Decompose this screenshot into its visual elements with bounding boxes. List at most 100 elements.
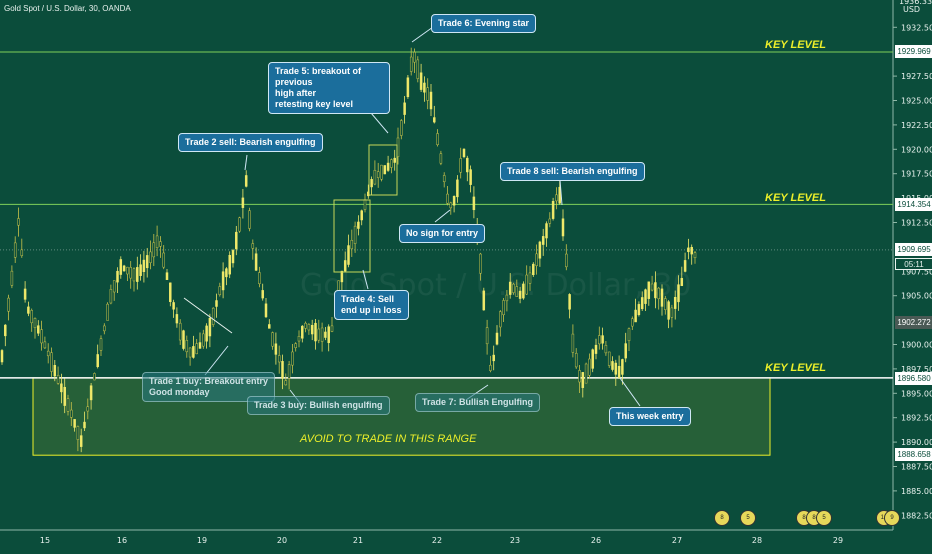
- candle-body: [314, 322, 317, 342]
- candle-body: [13, 242, 17, 258]
- candle-body: [492, 354, 495, 362]
- candle-body: [66, 398, 70, 412]
- candle-body: [274, 343, 278, 355]
- price-tick-label: 1895.00: [901, 389, 932, 398]
- candle-body: [211, 307, 215, 325]
- event-icon[interactable]: 5: [816, 510, 832, 526]
- candle-body: [614, 362, 618, 375]
- candle-body: [287, 364, 291, 379]
- time-tick-label: 19: [197, 536, 207, 545]
- candle-body: [182, 330, 185, 349]
- candle-body: [350, 239, 354, 250]
- candle-body: [426, 87, 429, 101]
- candle-body: [347, 245, 350, 265]
- annotation-trade-4[interactable]: Trade 4: Sell end up in loss: [334, 290, 409, 320]
- time-tick-label: 20: [277, 536, 287, 545]
- candle-body: [126, 266, 129, 275]
- candle-body: [195, 343, 198, 355]
- candle-body: [640, 297, 644, 310]
- time-tick-label: 16: [117, 536, 127, 545]
- candle-body: [63, 386, 66, 406]
- event-icon[interactable]: 9: [884, 510, 900, 526]
- candle-body: [86, 406, 90, 412]
- price-tick-label: 1905.00: [901, 292, 932, 301]
- candle-body: [149, 251, 152, 263]
- candle-body: [538, 241, 542, 259]
- candle-body: [317, 328, 321, 341]
- price-label-highlight: 1902.272: [895, 316, 932, 329]
- annotation-this-week[interactable]: This week entry: [609, 407, 691, 426]
- candle-body: [499, 311, 502, 328]
- candle-body: [327, 326, 330, 344]
- candle-body: [96, 354, 99, 367]
- annotation-pointer: [559, 179, 563, 206]
- candle-body: [60, 383, 63, 393]
- candle-body: [37, 325, 40, 334]
- time-tick-label: 22: [432, 536, 442, 545]
- candle-body: [70, 409, 73, 418]
- candle-body: [324, 331, 327, 338]
- candle-body: [644, 289, 647, 304]
- event-icon[interactable]: 5: [740, 510, 756, 526]
- key-level-label-low: KEY LEVEL: [765, 362, 826, 374]
- candle-body: [357, 221, 360, 229]
- bar-countdown: 05:11: [895, 258, 932, 270]
- price-tick-label: 1917.50: [901, 170, 932, 179]
- candle-body: [221, 271, 225, 291]
- annotation-pointer: [204, 345, 229, 376]
- candle-body: [621, 359, 624, 375]
- candle-body: [604, 345, 608, 354]
- candle-body: [244, 175, 248, 187]
- candle-body: [535, 253, 538, 266]
- candle-body: [169, 282, 172, 302]
- annotation-trade-7[interactable]: Trade 7: Bullish Engulfing: [415, 393, 541, 412]
- candle-body: [258, 272, 261, 284]
- candle-body: [178, 322, 182, 341]
- candle-body: [528, 272, 532, 284]
- candle-body: [238, 217, 241, 232]
- candle-body: [568, 294, 571, 310]
- candle-body: [198, 342, 202, 349]
- annotation-trade-5[interactable]: Trade 5: breakout of previous high after…: [268, 62, 390, 114]
- annotation-trade-8[interactable]: Trade 8 sell: Bearish engulfing: [500, 162, 645, 181]
- candle-body: [53, 365, 57, 377]
- candle-body: [119, 259, 123, 275]
- candle-body: [155, 235, 159, 248]
- candle-body: [469, 169, 472, 185]
- candle-body: [650, 283, 654, 291]
- candle-body: [4, 324, 7, 337]
- candle-body: [502, 300, 505, 316]
- annotation-trade-2[interactable]: Trade 2 sell: Bearish engulfing: [178, 133, 323, 152]
- trade-4-box: [333, 199, 371, 273]
- time-tick-label: 21: [353, 536, 363, 545]
- candle-body: [43, 341, 47, 349]
- candle-body: [192, 346, 195, 358]
- candle-body: [162, 252, 165, 268]
- candle-body: [307, 324, 311, 331]
- price-tick-label: 1922.50: [901, 121, 932, 130]
- candle-body: [687, 247, 690, 253]
- candle-body: [578, 370, 581, 383]
- candle-body: [231, 250, 235, 264]
- annotation-trade-6[interactable]: Trade 6: Evening star: [431, 14, 537, 33]
- time-tick-label: 15: [40, 536, 50, 545]
- price-tick-label: 1925.00: [901, 96, 932, 105]
- candle-body: [588, 358, 591, 376]
- event-icon[interactable]: 8: [714, 510, 730, 526]
- candle-body: [353, 225, 357, 244]
- candle-body: [413, 51, 416, 63]
- candle-body: [598, 335, 601, 345]
- candle-body: [145, 255, 149, 269]
- candle-body: [208, 317, 212, 337]
- candle-body: [30, 310, 33, 324]
- candle-body: [462, 148, 466, 158]
- annotation-no-sign[interactable]: No sign for entry: [399, 224, 486, 243]
- candle-body: [452, 195, 456, 206]
- candle-body: [624, 343, 627, 359]
- candle-body: [667, 301, 670, 320]
- annotation-trade-3[interactable]: Trade 3 buy: Bullish engulfing: [247, 396, 390, 415]
- candle-body: [373, 170, 377, 185]
- candle-body: [73, 419, 76, 428]
